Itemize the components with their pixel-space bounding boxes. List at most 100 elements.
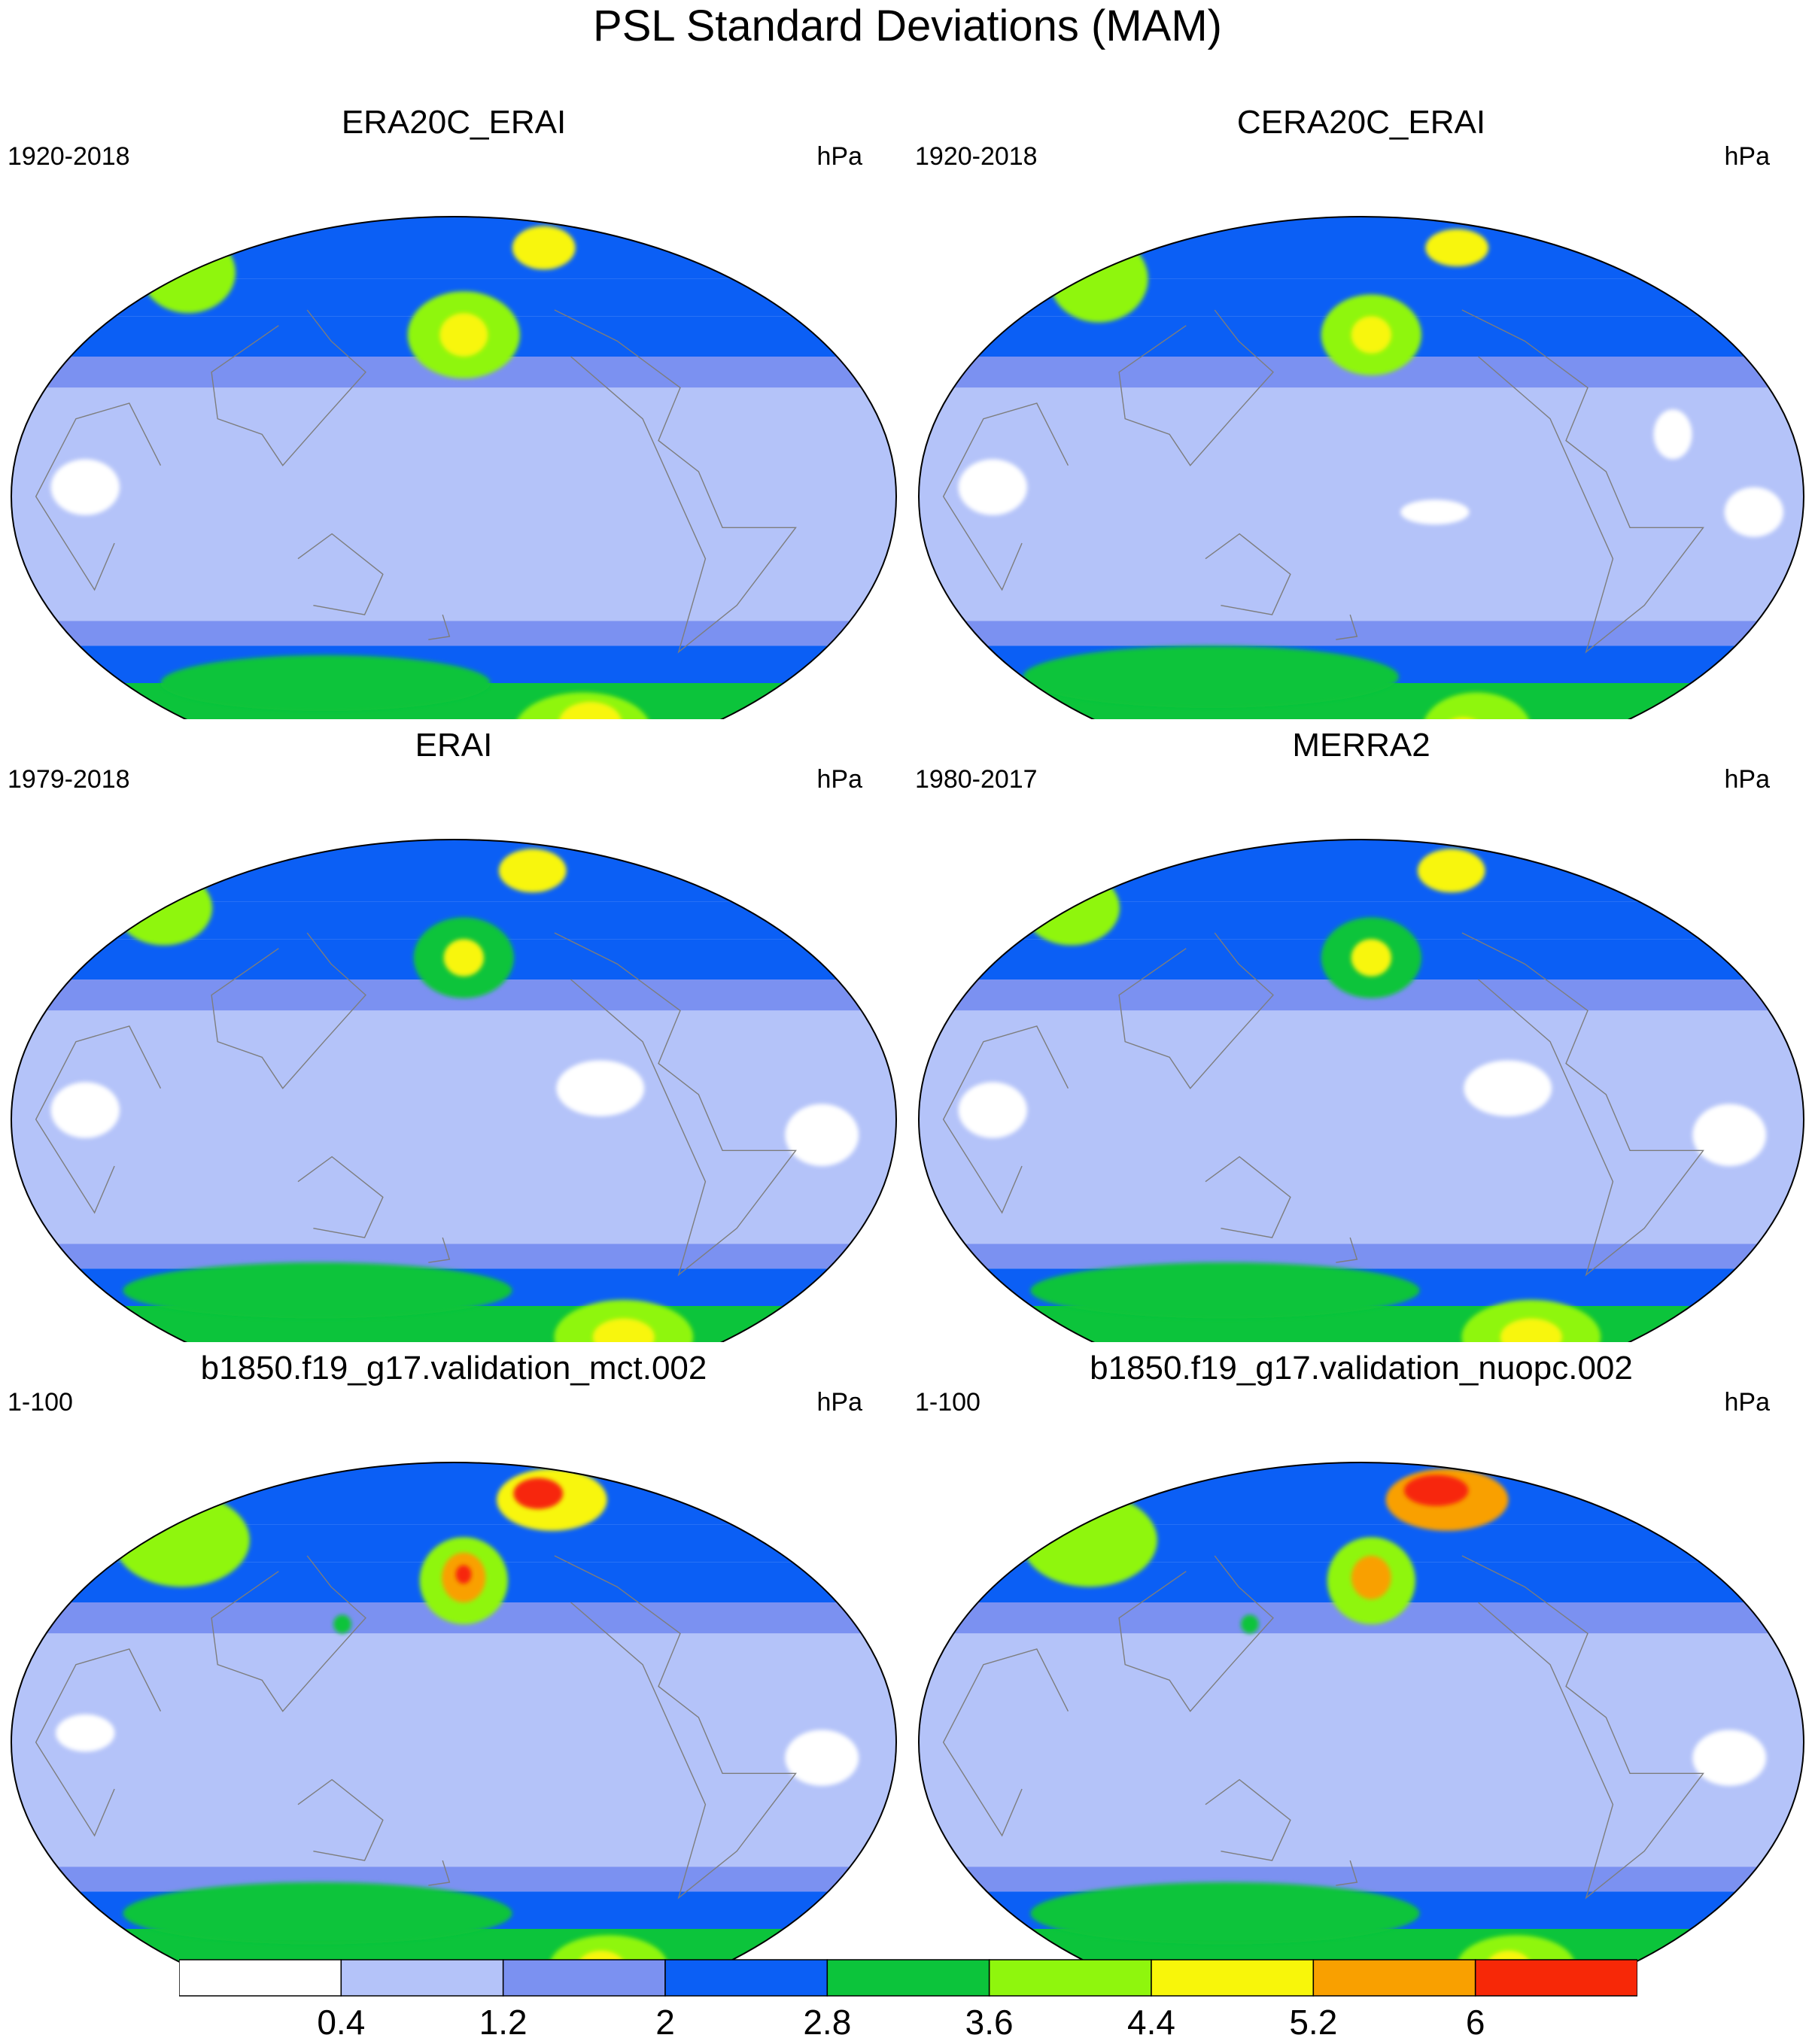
coastline xyxy=(428,614,451,640)
contour-band xyxy=(11,1462,896,1525)
contour-band xyxy=(11,387,896,621)
panel-period-label: 1979-2018 xyxy=(8,765,130,794)
panel-units-label: hPa xyxy=(1724,142,1771,171)
contour-feature xyxy=(56,1714,115,1752)
contour-feature xyxy=(577,1950,625,1965)
panel-units-label: hPa xyxy=(816,1388,863,1417)
coastline xyxy=(1118,309,1274,466)
contour-feature xyxy=(114,1493,250,1587)
map-canvas xyxy=(918,839,1804,1342)
coastline xyxy=(942,402,1069,591)
coastline xyxy=(211,309,366,466)
coastline xyxy=(1461,1555,1704,1900)
colorbar-box xyxy=(502,1959,666,1997)
panel-units-label: hPa xyxy=(1724,1388,1771,1417)
panel-units-label: hPa xyxy=(816,765,863,794)
colorbar-tick-label: 1.2 xyxy=(479,2003,527,2042)
contour-feature xyxy=(1351,939,1391,976)
panel-period-label: 1980-2017 xyxy=(915,765,1038,794)
contour-feature xyxy=(1023,645,1399,709)
map-panel: ERA20C_ERAI 1920-2018 hPa xyxy=(0,98,908,719)
contour-feature xyxy=(1351,316,1391,354)
contour-band xyxy=(11,621,896,646)
contour-band xyxy=(11,1244,896,1269)
panel-title: CERA20C_ERAI xyxy=(1236,104,1486,141)
coastline xyxy=(1336,1860,1358,1886)
coastline xyxy=(554,1555,797,1900)
colorbar-box xyxy=(340,1959,504,1997)
contour-feature xyxy=(1457,1935,1576,1965)
contour-feature xyxy=(333,1614,351,1634)
contour-feature xyxy=(1692,1730,1767,1786)
coastline xyxy=(297,533,384,615)
map-canvas xyxy=(11,216,897,719)
map-outline xyxy=(11,839,897,1342)
contour-feature xyxy=(1021,1493,1157,1587)
colorbar-tick-label: 2.8 xyxy=(803,2003,852,2042)
contour-feature xyxy=(1425,229,1489,267)
map-panel: ERAI 1979-2018 hPa xyxy=(0,721,908,1342)
coastline xyxy=(428,1237,451,1263)
coastline xyxy=(211,932,366,1089)
map-panel: MERRA2 1980-2017 hPa xyxy=(908,721,1815,1342)
map-canvas xyxy=(918,216,1804,719)
coastline xyxy=(1205,1778,1291,1861)
contour-feature xyxy=(785,1730,859,1786)
coastline xyxy=(1118,932,1274,1089)
map-outline xyxy=(918,839,1804,1342)
contour-feature xyxy=(958,459,1027,515)
contour-feature xyxy=(443,939,484,976)
coastline xyxy=(1336,614,1358,640)
colorbar-tick-label: 5.2 xyxy=(1289,2003,1338,2042)
coastline xyxy=(297,1156,384,1238)
contour-band xyxy=(919,840,1804,902)
map-panel: b1850.f19_g17.validation_nuopc.002 1-100 h… xyxy=(908,1344,1815,1965)
contour-band xyxy=(11,1633,896,1867)
coastline xyxy=(1461,309,1704,654)
contour-feature xyxy=(1464,1060,1552,1116)
coastline xyxy=(35,402,162,591)
contour-band xyxy=(11,840,896,902)
coastline xyxy=(1205,533,1291,615)
panel-title: ERAI xyxy=(415,727,493,764)
panel-period-label: 1-100 xyxy=(8,1388,73,1417)
contour-feature xyxy=(455,1565,472,1584)
panel-title: ERA20C_ERAI xyxy=(341,104,567,141)
panel-title: b1850.f19_g17.validation_nuopc.002 xyxy=(1090,1350,1633,1386)
panel-title: b1850.f19_g17.validation_mct.002 xyxy=(200,1350,707,1386)
contour-feature xyxy=(785,1104,859,1166)
colorbar-box xyxy=(1474,1959,1637,1997)
panel-period-label: 1920-2018 xyxy=(915,142,1038,171)
colorbar xyxy=(179,1959,1637,1997)
coastline xyxy=(35,1025,162,1214)
contour-feature xyxy=(1030,1262,1420,1319)
contour-band xyxy=(11,1306,896,1342)
colorbar-tick-label: 6 xyxy=(1465,2003,1485,2042)
contour-feature xyxy=(1422,692,1531,719)
contour-feature xyxy=(592,1318,655,1342)
coastline xyxy=(211,1555,366,1712)
map-panel: CERA20C_ERAI 1920-2018 hPa xyxy=(908,98,1815,719)
coastline xyxy=(942,1025,1069,1214)
contour-feature xyxy=(515,692,651,719)
contour-feature xyxy=(1400,500,1470,525)
map-outline xyxy=(918,216,1804,719)
contour-band xyxy=(11,1866,896,1892)
contour-feature xyxy=(123,1882,512,1945)
contour-feature xyxy=(498,849,567,893)
coastline xyxy=(1336,1237,1358,1263)
coastline xyxy=(1205,1156,1291,1238)
map-canvas xyxy=(11,1462,897,1965)
colorbar-tick-label: 3.6 xyxy=(965,2003,1014,2042)
panel-period-label: 1-100 xyxy=(915,1388,980,1417)
panel-units-label: hPa xyxy=(816,142,863,171)
colorbar-box xyxy=(826,1959,990,1997)
contour-feature xyxy=(556,1060,645,1116)
colorbar-box xyxy=(1312,1959,1476,1997)
contour-feature xyxy=(1417,849,1485,893)
map-canvas xyxy=(11,839,897,1342)
contour-feature xyxy=(1692,1104,1767,1166)
colorbar-box xyxy=(1151,1959,1315,1997)
panel-title: MERRA2 xyxy=(1292,727,1430,764)
colorbar-box xyxy=(988,1959,1152,1997)
